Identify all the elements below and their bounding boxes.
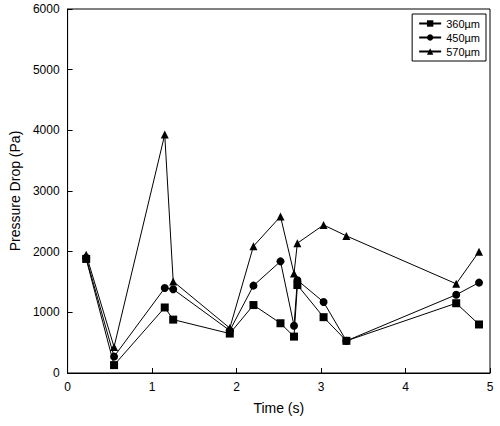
svg-text:1: 1 xyxy=(149,380,156,394)
svg-text:Pressure Drop (Pa): Pressure Drop (Pa) xyxy=(7,131,23,252)
svg-text:360µm: 360µm xyxy=(446,18,480,30)
svg-text:3000: 3000 xyxy=(33,184,60,198)
svg-text:570µm: 570µm xyxy=(446,46,480,58)
svg-text:0: 0 xyxy=(53,366,60,380)
svg-text:Time (s): Time (s) xyxy=(253,400,304,416)
svg-text:5: 5 xyxy=(487,380,494,394)
svg-text:4: 4 xyxy=(402,380,409,394)
svg-text:2: 2 xyxy=(233,380,240,394)
svg-text:3: 3 xyxy=(318,380,325,394)
svg-text:0: 0 xyxy=(64,380,71,394)
svg-text:1000: 1000 xyxy=(33,305,60,319)
svg-text:2000: 2000 xyxy=(33,245,60,259)
svg-text:4000: 4000 xyxy=(33,123,60,137)
svg-text:5000: 5000 xyxy=(33,63,60,77)
svg-text:450µm: 450µm xyxy=(446,32,480,44)
svg-text:6000: 6000 xyxy=(33,2,60,16)
